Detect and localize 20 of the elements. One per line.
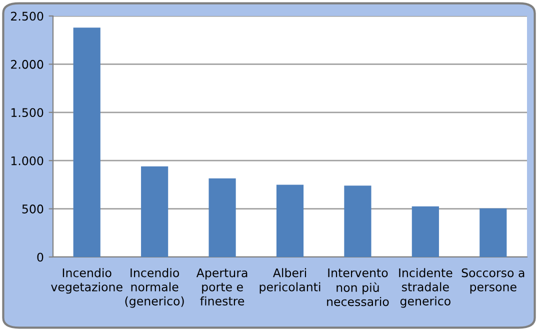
bar [208, 178, 236, 257]
y-tick-label: 1.500 [11, 108, 44, 118]
bar [141, 166, 168, 257]
bar [344, 186, 372, 257]
y-tick-label: 2.000 [11, 60, 44, 69]
y-tick-label: 2.500 [11, 12, 44, 21]
bar [480, 208, 507, 257]
x-tick-label: Apertura porte e finestre [196, 268, 248, 306]
y-tick-label: 0 [37, 252, 44, 262]
x-tick-label: Incendio normale (generico) [125, 268, 184, 308]
y-tick-label: 500 [22, 204, 44, 214]
bar [276, 184, 304, 257]
x-tick-label: Soccorso a persone [462, 268, 524, 294]
x-tick-label: Intervento non più necessario [327, 268, 389, 306]
x-tick-label: Alberi pericolanti [260, 268, 320, 294]
bar [73, 28, 100, 257]
y-tick-label: 1.000 [11, 156, 44, 166]
x-tick-label: Incidente stradale generico [399, 268, 452, 308]
bar [412, 206, 439, 257]
x-tick-label: Incendio vegetazione [51, 268, 122, 294]
